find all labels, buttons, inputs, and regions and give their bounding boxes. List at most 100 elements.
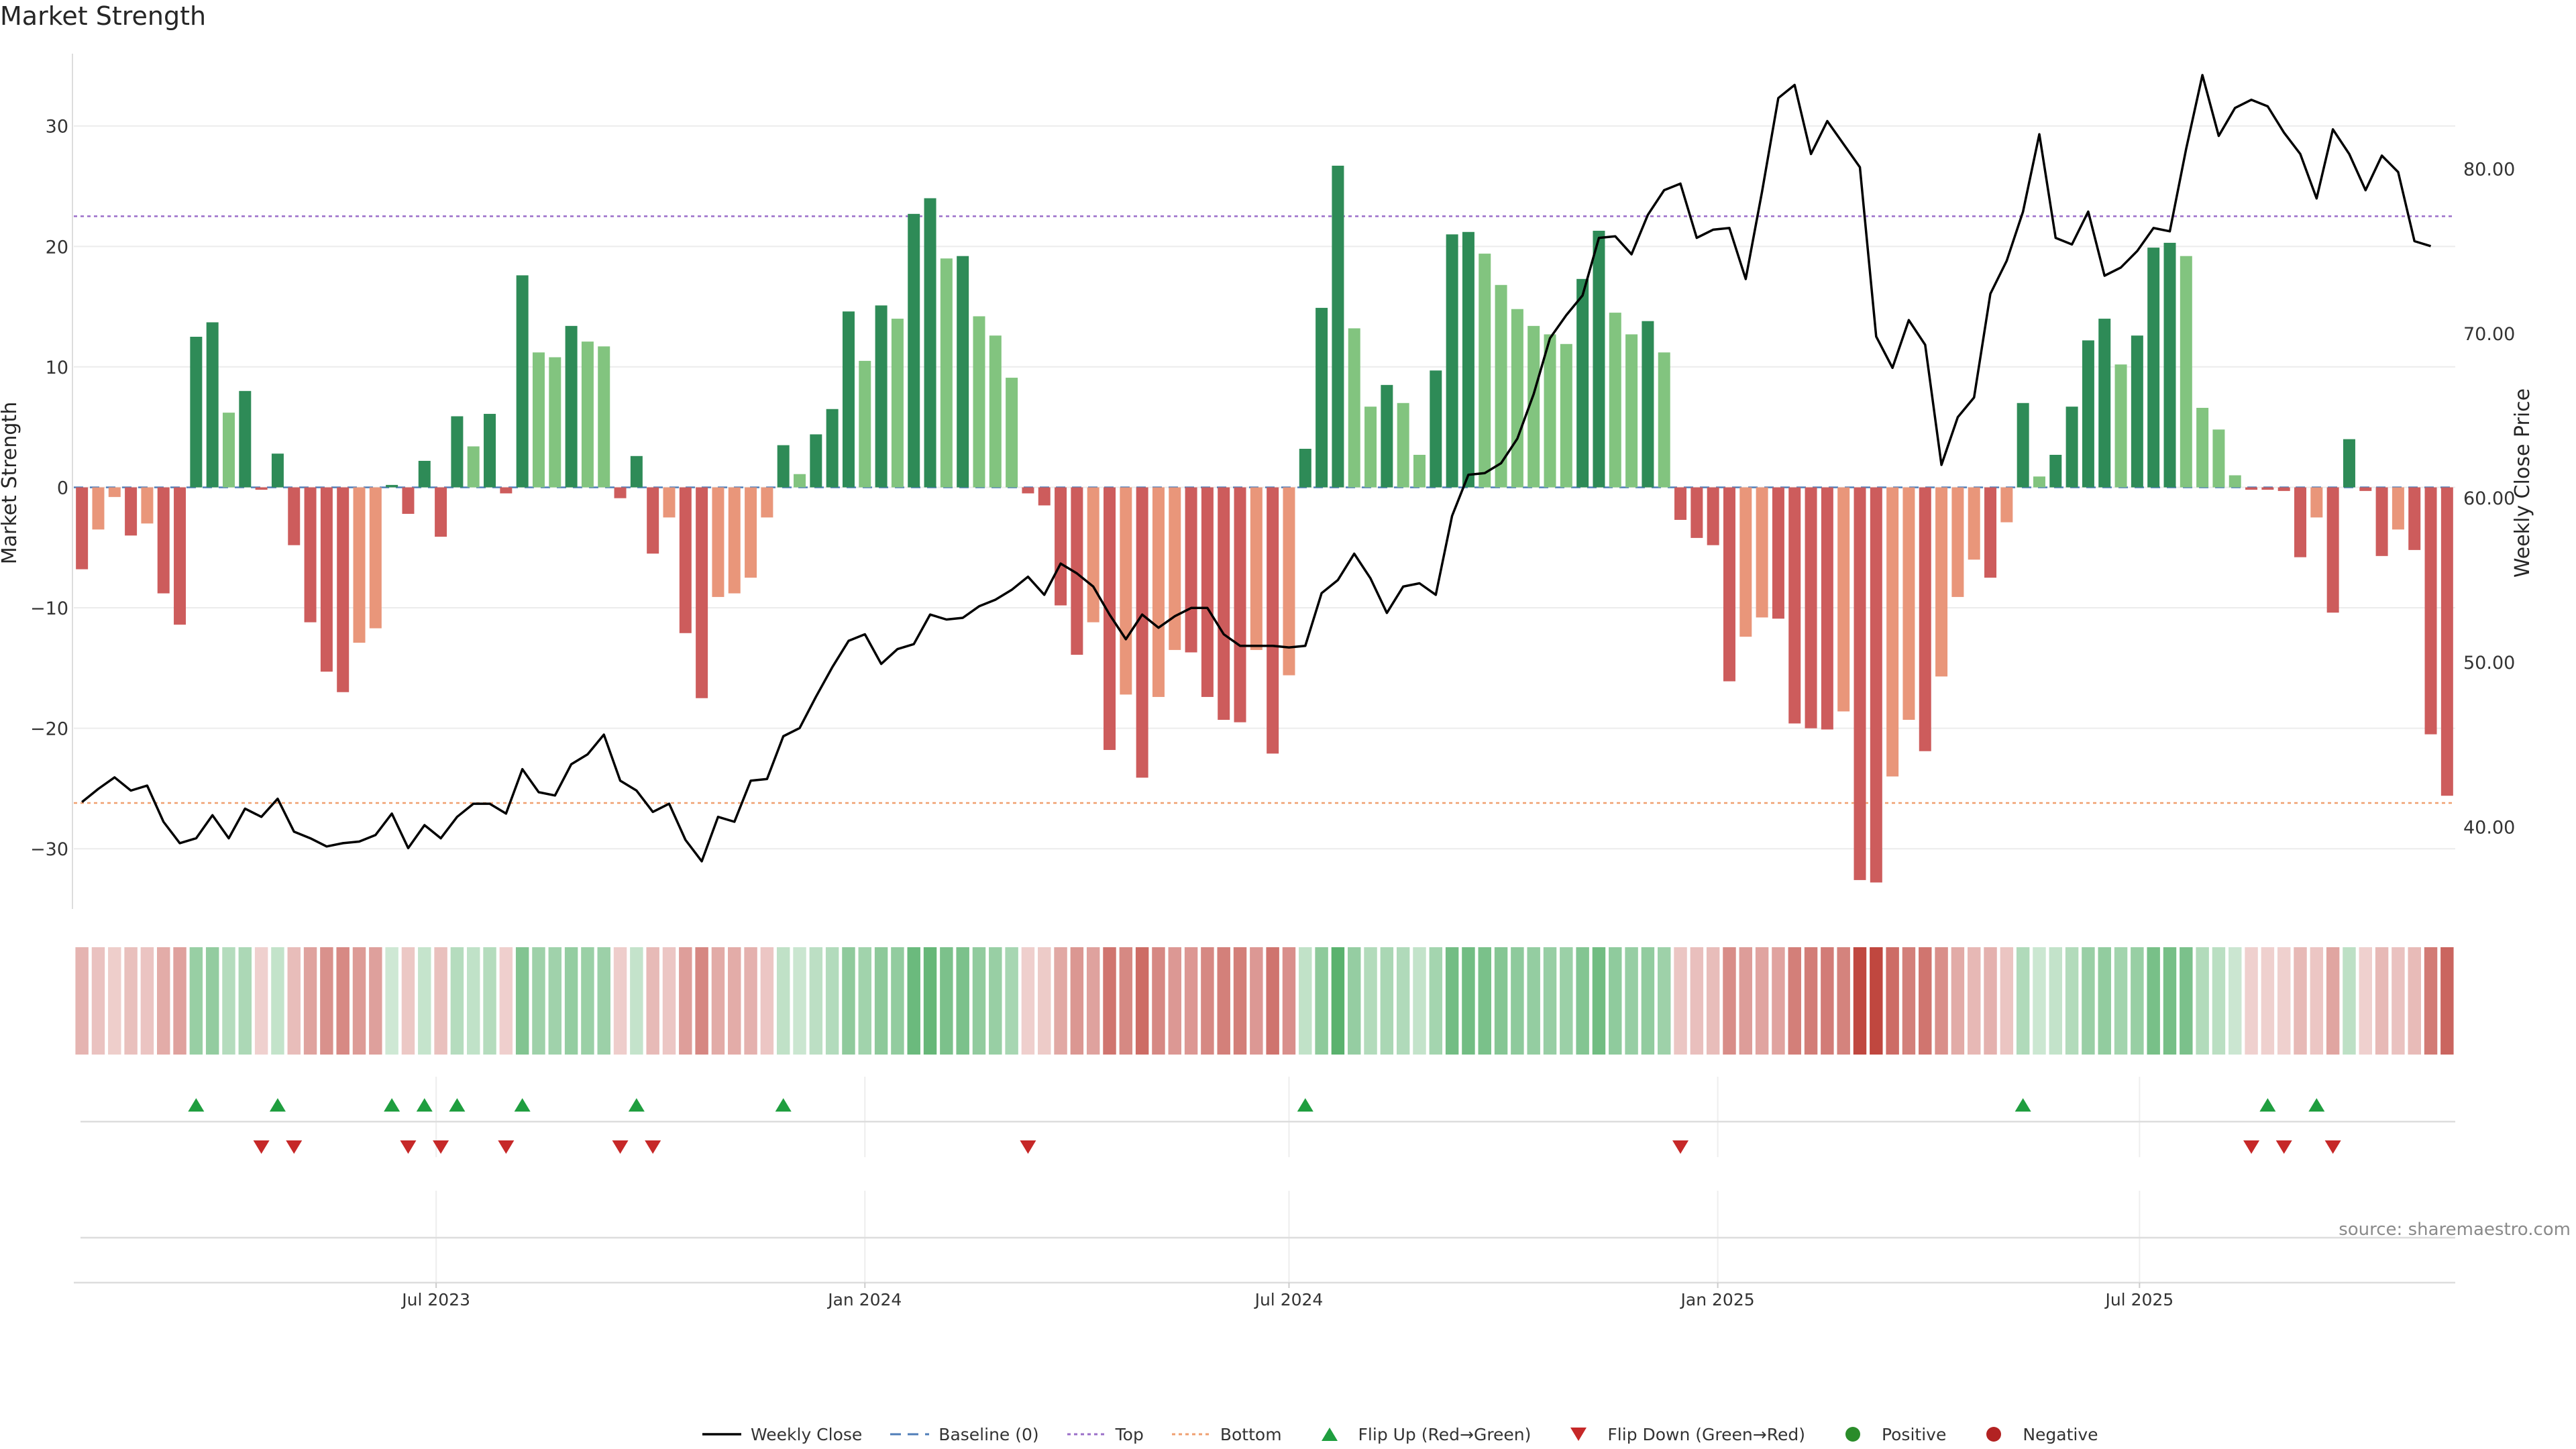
strength-bar: [663, 487, 676, 518]
strength-bar: [761, 487, 773, 518]
strength-bar: [1152, 487, 1165, 697]
heat-cell: [1902, 947, 1916, 1055]
legend-swatch-positive: [1845, 1427, 1860, 1442]
strength-bar: [532, 352, 545, 488]
heat-cell: [2000, 947, 2014, 1055]
heat-cell: [2424, 947, 2438, 1055]
strength-bar: [1185, 487, 1197, 653]
legend-swatch-flip-down: [1570, 1428, 1587, 1441]
legend-item-positive: Positive: [1832, 1425, 1946, 1444]
strength-bar: [190, 337, 203, 488]
heat-cell: [222, 947, 235, 1055]
strength-bar: [418, 460, 431, 488]
strength-bar: [1951, 487, 1964, 597]
x-tick-label: Jan 2024: [826, 1290, 902, 1309]
heat-cell: [776, 947, 790, 1055]
strength-bar: [2294, 487, 2307, 557]
heat-cell: [581, 947, 594, 1055]
strength-bar: [1625, 334, 1638, 488]
strength-bar: [598, 346, 610, 488]
heat-cell: [2212, 947, 2226, 1055]
legend-label: Negative: [2023, 1424, 2098, 1444]
legend-label: Flip Up (Red→Green): [1358, 1424, 1532, 1444]
strength-bar: [1576, 278, 1589, 488]
strength-bar: [1511, 309, 1523, 488]
strength-bar: [157, 487, 170, 594]
heat-cell: [2375, 947, 2389, 1055]
strength-bar: [1756, 487, 1768, 618]
heat-cell: [157, 947, 170, 1055]
chart-title: Market Strength: [0, 1, 207, 31]
strength-bar: [369, 487, 382, 629]
flip-up-marker: [1297, 1098, 1313, 1112]
legend-label: Flip Down (Green→Red): [1607, 1424, 1805, 1444]
legend-label: Bottom: [1220, 1424, 1282, 1444]
strength-bar: [1299, 449, 1311, 488]
strength-heat-strip: [75, 947, 2454, 1055]
flip-down-marker: [2275, 1140, 2292, 1154]
y-tick-label: −30: [30, 839, 68, 860]
heat-cell: [1935, 947, 1948, 1055]
heat-cell: [1299, 947, 1312, 1055]
heat-cell: [923, 947, 937, 1055]
heat-cell: [842, 947, 855, 1055]
strength-bar: [206, 322, 219, 488]
strength-bar: [108, 487, 121, 497]
heat-cell: [1462, 947, 1475, 1055]
strength-bar: [696, 487, 708, 698]
strength-bar: [728, 487, 741, 594]
heat-cell: [499, 947, 513, 1055]
strength-bar: [924, 198, 936, 488]
heat-cell: [1804, 947, 1818, 1055]
strength-bar: [1462, 231, 1474, 488]
heat-cell: [1005, 947, 1018, 1055]
heat-cell: [336, 947, 350, 1055]
strength-bar: [1250, 487, 1263, 650]
heat-cell: [1592, 947, 1606, 1055]
strength-bar: [1642, 321, 1654, 488]
y-tick-label: −20: [30, 719, 68, 740]
heat-cell: [2065, 947, 2079, 1055]
heat-cell: [1445, 947, 1459, 1055]
heat-cell: [1690, 947, 1704, 1055]
strength-bar: [484, 413, 496, 488]
strength-bar: [2277, 487, 2290, 491]
heat-cell: [450, 947, 464, 1055]
strength-bar: [973, 316, 985, 488]
x-tick-label: Jul 2023: [400, 1290, 470, 1309]
heat-cell: [2163, 947, 2177, 1055]
strength-bar: [1038, 487, 1051, 506]
heat-cell: [2082, 947, 2095, 1055]
strength-bar: [2082, 340, 2094, 488]
strength-bar: [1788, 487, 1801, 724]
strength-bar: [2065, 407, 2078, 488]
strength-bar: [2375, 487, 2388, 556]
heat-cell: [874, 947, 888, 1055]
flip-down-marker: [253, 1140, 270, 1154]
strength-bar: [1739, 487, 1752, 637]
heat-cell: [1315, 947, 1328, 1055]
heat-cell: [2180, 947, 2193, 1055]
flip-up-marker: [416, 1098, 433, 1112]
strength-bar: [581, 341, 594, 488]
strength-bar: [1348, 328, 1360, 488]
chart-legend: Weekly Close Baseline (0) Top Bottom Flip Up…: [701, 1421, 2125, 1448]
heat-cell: [1086, 947, 1100, 1055]
heat-cell: [1103, 947, 1116, 1055]
strength-bar: [712, 487, 724, 597]
heat-cell: [1723, 947, 1736, 1055]
heat-cell: [1821, 947, 1834, 1055]
heat-cell: [1217, 947, 1230, 1055]
strength-bar: [1707, 487, 1719, 545]
heat-cell: [1380, 947, 1394, 1055]
heat-cell: [1543, 947, 1557, 1055]
strength-bar: [2326, 487, 2339, 613]
heat-cell: [1837, 947, 1850, 1055]
heat-cell: [972, 947, 986, 1055]
flip-up-marker: [2308, 1098, 2325, 1112]
heat-cell: [548, 947, 562, 1055]
strength-bar: [1772, 487, 1784, 619]
heat-cell: [466, 947, 480, 1055]
heat-cell: [1951, 947, 1965, 1055]
strength-bar: [679, 487, 692, 633]
